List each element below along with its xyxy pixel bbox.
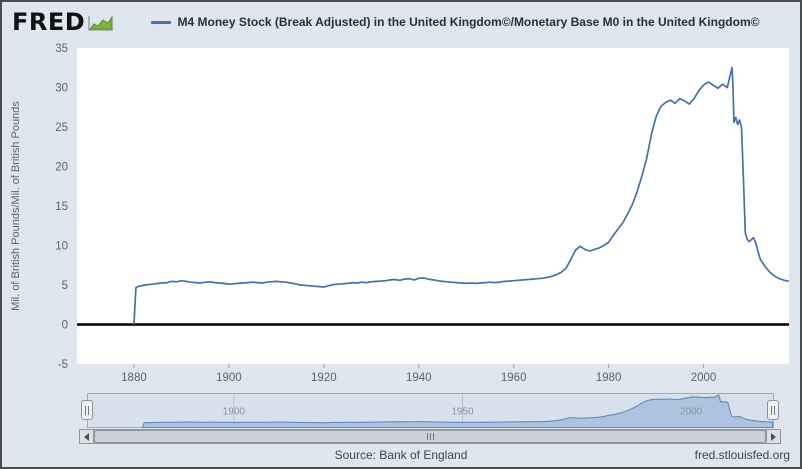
scroll-right-icon [771, 432, 776, 441]
series-line [133, 66, 789, 325]
scrollbar-track[interactable] [94, 429, 766, 444]
y-tick-label: 30 [55, 83, 68, 95]
scroll-left-icon [84, 432, 89, 441]
y-tick-label: -5 [58, 359, 68, 371]
navigator-labels: 1900 1950 2000 [223, 407, 703, 418]
y-axis-title: Mil. of British Pounds/Mil. of British P… [10, 101, 22, 311]
fred-logo-sparkline-icon [88, 15, 114, 31]
series-legend[interactable]: M4 Money Stock (Break Adjusted) in the U… [116, 15, 800, 29]
scrollbar-left-button[interactable] [79, 429, 94, 444]
scrollbar [79, 429, 781, 444]
y-tick-label: 35 [55, 43, 68, 55]
x-axis-labels: 1880 1900 1920 1940 1960 1980 2000 [121, 364, 716, 384]
scrollbar-thumb[interactable] [94, 430, 766, 443]
fred-logo[interactable]: FRED [2, 9, 116, 35]
navigator-selected-range[interactable] [87, 393, 774, 428]
scrollbar-grip-icon [426, 433, 434, 440]
navigator-year-label: 1950 [451, 407, 474, 418]
y-axis-labels: 35 30 25 20 15 10 5 0 -5 [55, 43, 68, 371]
navigator-year-label: 1900 [223, 407, 246, 418]
navigator-year-label: 2000 [680, 407, 703, 418]
x-tick-label: 2000 [691, 372, 717, 384]
navigator-left-handle[interactable] [81, 400, 93, 420]
x-tick-label: 1940 [406, 372, 432, 384]
y-tick-label: 20 [55, 162, 68, 174]
y-tick-label: 10 [55, 241, 68, 253]
site-link[interactable]: fred.stlouisfed.org [694, 448, 790, 462]
navigator-right-handle[interactable] [767, 400, 779, 420]
plot-area[interactable] [77, 48, 789, 364]
y-tick-label: 25 [55, 122, 68, 134]
navigator-area-chart [141, 394, 774, 428]
series-line-icon [150, 20, 171, 24]
x-tick-label: 1920 [311, 372, 337, 384]
fred-logo-text: FRED [12, 8, 86, 36]
x-tick-label: 1980 [596, 372, 622, 384]
y-tick-label: 0 [62, 320, 68, 332]
source-label: Source: Bank of England [334, 448, 468, 462]
footer: Source: Bank of England fred.stlouisfed.… [2, 448, 800, 467]
x-tick-label: 1960 [501, 372, 527, 384]
x-tick-label: 1880 [121, 372, 147, 384]
series-legend-label: M4 Money Stock (Break Adjusted) in the U… [177, 15, 760, 29]
y-tick-label: 5 [62, 280, 68, 292]
scrollbar-right-button[interactable] [766, 429, 781, 444]
y-tick-label: 15 [55, 201, 68, 213]
x-tick-label: 1900 [216, 372, 242, 384]
header: FRED M4 Money Stock (Break Adjusted) in … [2, 2, 800, 42]
